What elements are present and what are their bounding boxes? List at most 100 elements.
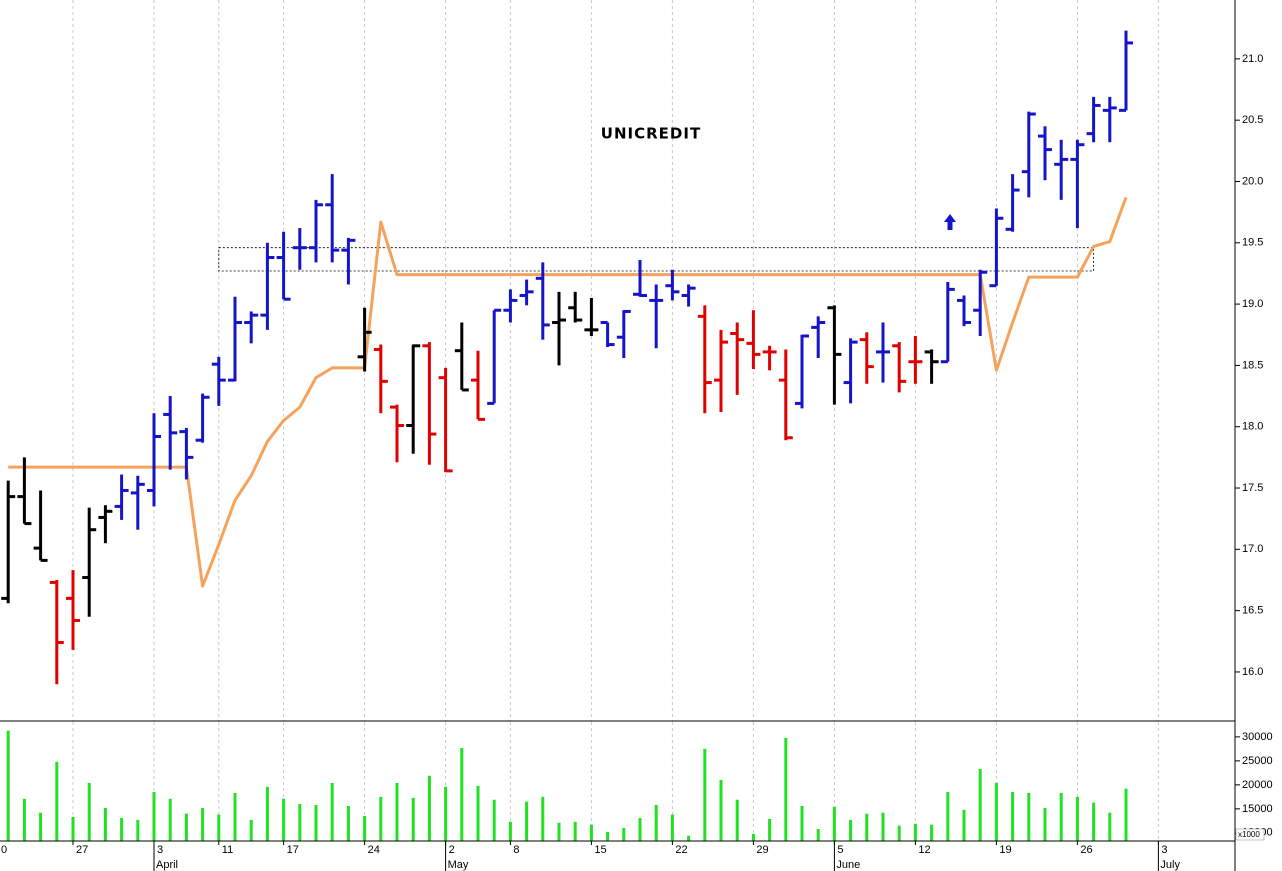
volume-bar xyxy=(1027,793,1031,841)
volume-bar xyxy=(687,835,691,841)
month-label: May xyxy=(448,859,469,871)
x-tick-label: 0 xyxy=(1,844,7,856)
volume-bar xyxy=(897,825,901,841)
volume-bar xyxy=(832,806,836,841)
y-tick-label: 19.5 xyxy=(1242,237,1263,249)
x-tick-label: 11 xyxy=(222,844,233,856)
x-tick-label: 27 xyxy=(76,844,88,856)
y-tick-label: 20.0 xyxy=(1242,175,1263,187)
volume-bar xyxy=(703,748,707,841)
y-tick-label: 18.5 xyxy=(1242,359,1263,371)
volume-tick-label: 20000 xyxy=(1242,779,1273,791)
volume-bar xyxy=(233,793,237,841)
volume-bar xyxy=(881,812,885,841)
volume-bar xyxy=(152,792,156,841)
x-tick-label: 29 xyxy=(756,844,768,856)
volume-bar xyxy=(978,769,982,841)
volume-bar xyxy=(525,801,529,841)
volume-bar xyxy=(541,796,545,841)
month-label: June xyxy=(836,859,860,871)
volume-bar xyxy=(201,807,205,841)
volume-bar xyxy=(411,797,415,841)
x-tick-label: 26 xyxy=(1080,844,1092,856)
volume-bar xyxy=(265,786,269,841)
y-tick-label: 19.0 xyxy=(1242,298,1263,310)
volume-unit-label: x1000 xyxy=(1238,830,1260,839)
volume-tick-label: 30000 xyxy=(1242,731,1273,743)
y-tick-label: 18.0 xyxy=(1242,421,1263,433)
volume-bar xyxy=(39,812,43,841)
volume-bar xyxy=(606,831,610,841)
volume-bar xyxy=(55,761,59,841)
volume-bar xyxy=(622,828,626,841)
signal-arrow xyxy=(944,214,956,230)
y-tick-label: 17.0 xyxy=(1242,543,1263,555)
volume-bar xyxy=(87,782,91,841)
volume-bar xyxy=(1108,812,1112,841)
volume-bar xyxy=(751,833,755,841)
volume-bar xyxy=(1043,807,1047,841)
volume-bar xyxy=(346,805,350,841)
x-tick-label: 22 xyxy=(675,844,687,856)
volume-bar xyxy=(816,829,820,841)
x-tick-label: 17 xyxy=(287,844,299,856)
volume-bar xyxy=(22,798,26,841)
volume-bar xyxy=(363,816,367,841)
volume-bar xyxy=(654,805,658,841)
volume-bar xyxy=(962,809,966,841)
volume-bar xyxy=(444,786,448,841)
volume-bar xyxy=(1011,792,1015,841)
chart-title: UNICREDIT xyxy=(601,125,701,143)
x-tick-label: 5 xyxy=(837,844,843,856)
volume-bar xyxy=(460,747,464,841)
stop-line xyxy=(8,196,1128,588)
volume-bar xyxy=(930,824,934,841)
volume-bar xyxy=(136,819,140,841)
mark-layer xyxy=(1,30,1133,841)
volume-bar xyxy=(168,798,172,841)
volume-bar xyxy=(994,782,998,841)
y-tick-label: 20.5 xyxy=(1242,114,1263,126)
volume-bar xyxy=(849,819,853,841)
volume-bar xyxy=(427,775,431,841)
volume-bar xyxy=(1075,796,1079,841)
volume-bar xyxy=(476,785,480,841)
volume-bar xyxy=(913,823,917,841)
x-tick-label: 2 xyxy=(449,844,455,856)
volume-bar xyxy=(1124,788,1128,841)
volume-bar xyxy=(249,819,253,841)
x-tick-label: 24 xyxy=(368,844,380,856)
volume-bar xyxy=(638,817,642,841)
volume-bar xyxy=(184,813,188,841)
volume-unit-box xyxy=(1235,828,1265,841)
volume-tick-label: 25000 xyxy=(1242,755,1273,767)
y-tick-label: 16.0 xyxy=(1242,666,1263,678)
y-tick-label: 17.5 xyxy=(1242,482,1263,494)
y-tick-label: 16.5 xyxy=(1242,605,1263,617)
volume-tick-label: 15000 xyxy=(1242,803,1273,815)
volume-bar xyxy=(492,799,496,841)
volume-bar xyxy=(557,822,561,841)
volume-bar xyxy=(71,817,75,841)
volume-bar xyxy=(379,796,383,841)
volume-bar xyxy=(103,807,107,841)
volume-bar xyxy=(330,782,334,841)
volume-bar xyxy=(6,730,10,841)
grid-layer xyxy=(72,0,1159,841)
x-tick-label: 12 xyxy=(918,844,930,856)
volume-bar xyxy=(573,821,577,841)
x-tick-label: 3 xyxy=(1161,844,1167,856)
volume-bar xyxy=(784,737,788,841)
x-tick-label: 8 xyxy=(513,844,519,856)
y-tick-label: 21.0 xyxy=(1242,53,1263,65)
highlight-box xyxy=(218,247,1094,272)
volume-bar xyxy=(508,821,512,841)
volume-bar xyxy=(768,818,772,841)
volume-bar xyxy=(719,780,723,841)
x-tick-label: 3 xyxy=(157,844,163,856)
volume-bar xyxy=(1092,802,1096,841)
volume-bar xyxy=(946,792,950,841)
